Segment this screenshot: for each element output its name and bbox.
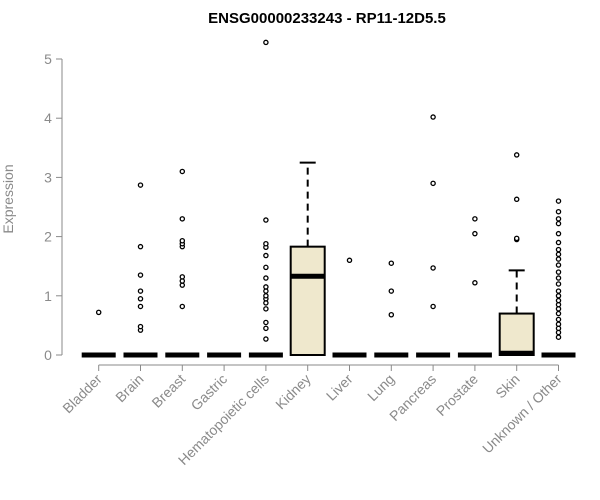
outlier-point [179, 168, 186, 175]
outlier-point [555, 246, 562, 253]
outlier-point [137, 182, 144, 188]
y-tick-label: 3 [44, 169, 52, 185]
outlier-point [263, 264, 269, 271]
y-axis-label: Expression [0, 164, 16, 233]
outlier-point [263, 336, 269, 342]
outlier-point [137, 303, 144, 310]
outlier-point [555, 310, 562, 317]
outlier-point [555, 256, 562, 262]
outlier-point [179, 303, 186, 310]
outlier-point [346, 257, 353, 264]
box-liver [332, 257, 367, 358]
outlier-point [555, 208, 562, 215]
outlier-point [137, 243, 144, 250]
outlier-point [263, 39, 269, 46]
box-skin [498, 152, 535, 356]
outlier-point [137, 323, 144, 330]
x-tick-label: Unknown / Other [479, 371, 565, 457]
outlier-point [263, 319, 269, 326]
box-iqr [498, 312, 535, 356]
outlier-point [555, 262, 562, 268]
box-prostate [457, 216, 492, 358]
outlier-point [179, 274, 186, 280]
outlier-point [555, 269, 562, 275]
outlier-point [430, 180, 436, 187]
box-iqr [289, 245, 326, 356]
outlier-point [137, 272, 144, 278]
y-tick-label: 5 [44, 51, 52, 67]
x-tick-label: Kidney [272, 371, 314, 413]
x-tick-label: Brain [112, 371, 146, 405]
outlier-point [263, 284, 269, 290]
outlier-point [555, 334, 562, 340]
y-tick-label: 0 [44, 347, 52, 363]
outlier-point [555, 316, 562, 323]
outlier-point [388, 311, 395, 318]
box-bladder [81, 309, 116, 358]
outlier-point [263, 306, 269, 312]
outlier-point [95, 309, 102, 316]
outlier-point [263, 275, 269, 281]
x-tick-label: Lung [364, 371, 397, 404]
x-tick-label: Liver [323, 371, 356, 404]
outlier-point [430, 303, 436, 310]
chart-title: ENSG00000233243 - RP11-12D5.5 [208, 10, 446, 27]
outlier-point [513, 196, 520, 203]
outlier-point [555, 198, 562, 204]
boxes-layer [81, 39, 576, 358]
x-tick-label: Skin [492, 371, 523, 402]
outlier-point [388, 288, 395, 294]
outlier-point [513, 235, 520, 242]
x-tick-label: Prostate [433, 371, 481, 419]
outlier-point [263, 240, 269, 247]
y-axis: 0 1 2 3 4 5 [44, 51, 63, 363]
box-breast [165, 168, 200, 358]
outlier-point [555, 275, 562, 281]
outlier-point [555, 297, 562, 304]
outlier-point [513, 152, 520, 158]
outlier-point [555, 293, 562, 299]
outlier-point [430, 265, 436, 271]
y-tick-label: 2 [44, 229, 52, 245]
box-unknown-other [541, 198, 576, 358]
outlier-point [263, 252, 269, 259]
outlier-point [555, 220, 562, 227]
outlier-point [263, 293, 269, 299]
y-tick-label: 4 [44, 110, 52, 126]
outlier-point [472, 280, 478, 286]
outlier-point [263, 217, 269, 223]
outlier-point [555, 239, 562, 246]
outlier-point [555, 251, 562, 258]
y-tick-label: 1 [44, 288, 52, 304]
outlier-point [137, 288, 144, 294]
x-tick-label: Bladder [59, 371, 105, 417]
outlier-point [555, 321, 562, 327]
outlier-point [555, 216, 562, 222]
outlier-point [472, 230, 478, 237]
outlier-point [555, 288, 562, 294]
x-tick-label: Breast [148, 371, 188, 411]
outlier-point [137, 296, 144, 302]
outlier-point [555, 281, 562, 287]
box-brain [123, 182, 158, 358]
outlier-point [430, 114, 436, 120]
outlier-point [388, 260, 395, 266]
box-kidney [289, 161, 326, 356]
outlier-point [179, 216, 186, 222]
outlier-point [472, 216, 478, 222]
outlier-point [555, 230, 562, 237]
box-lung [374, 260, 409, 358]
outlier-point [179, 237, 186, 244]
box-hematopoietic-cells [248, 39, 283, 358]
outlier-point [263, 325, 269, 332]
box-pancreas [416, 114, 451, 358]
